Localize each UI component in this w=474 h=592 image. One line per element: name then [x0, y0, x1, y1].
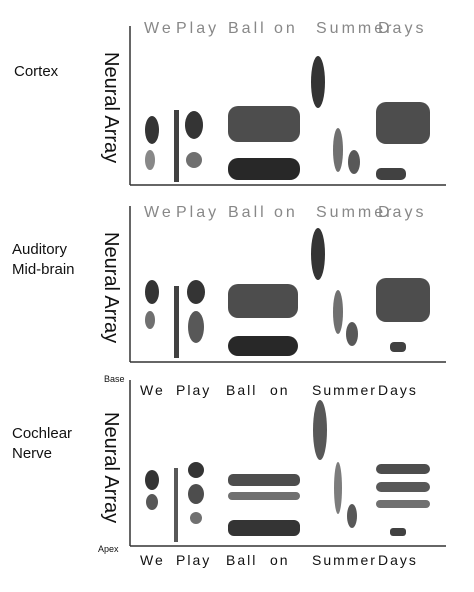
word-label-play: Play	[176, 204, 220, 221]
spectrogram-cochlear	[129, 380, 446, 547]
base-label: Base	[104, 374, 125, 384]
word-label-we: We	[144, 204, 174, 221]
region-label-cochlear: Cochlear Nerve	[12, 424, 72, 464]
word-label-play: Play	[176, 382, 212, 398]
region-label-line: Mid-brain	[12, 261, 75, 278]
word-label-days: Days	[378, 382, 418, 398]
word-label-days: Days	[378, 204, 427, 221]
spectrogram-cortex	[129, 26, 446, 186]
word-label-ball: Ball	[228, 20, 267, 37]
word-label-we: We	[140, 382, 165, 398]
word-label-on: on	[270, 382, 290, 398]
word-label-on: on	[274, 204, 298, 221]
spectrogram-panel-cortex: We Play Ball on Summer Days	[128, 20, 448, 190]
region-label-cortex: Cortex	[14, 62, 58, 82]
region-label-line: Cochlear	[12, 425, 73, 442]
spectrogram-panel-cochlear: We Play Ball on Summer Days We Play Ball…	[128, 378, 448, 578]
word-label-summer: Summer	[316, 20, 395, 37]
axis-label-neural-array: Neural Array	[100, 52, 122, 164]
bottom-word-label-summer: Summer	[312, 552, 377, 568]
axis-label-neural-array: Neural Array	[100, 232, 122, 344]
region-label-line: Auditory	[12, 241, 68, 258]
region-label-line: Nerve	[12, 445, 53, 462]
apex-label: Apex	[98, 544, 119, 554]
bottom-word-label-on: on	[270, 552, 290, 568]
word-label-summer: Summer	[316, 204, 395, 221]
bottom-word-label-play: Play	[176, 552, 212, 568]
word-label-summer: Summer	[312, 382, 377, 398]
word-label-ball: Ball	[228, 204, 267, 221]
word-label-on: on	[274, 20, 298, 37]
word-label-ball: Ball	[226, 382, 258, 398]
bottom-word-label-ball: Ball	[226, 552, 258, 568]
word-label-days: Days	[378, 20, 427, 37]
bottom-word-label-we: We	[140, 552, 165, 568]
region-label-line: Cortex	[14, 63, 59, 80]
axis-label-neural-array: Neural Array	[100, 412, 122, 524]
spectrogram-panel-midbrain: We Play Ball on Summer Days	[128, 202, 448, 366]
region-label-midbrain: Auditory Mid-brain	[12, 240, 75, 280]
word-label-play: Play	[176, 20, 220, 37]
bottom-word-label-days: Days	[378, 552, 418, 568]
word-label-we: We	[144, 20, 174, 37]
spectrogram-midbrain	[129, 206, 446, 363]
